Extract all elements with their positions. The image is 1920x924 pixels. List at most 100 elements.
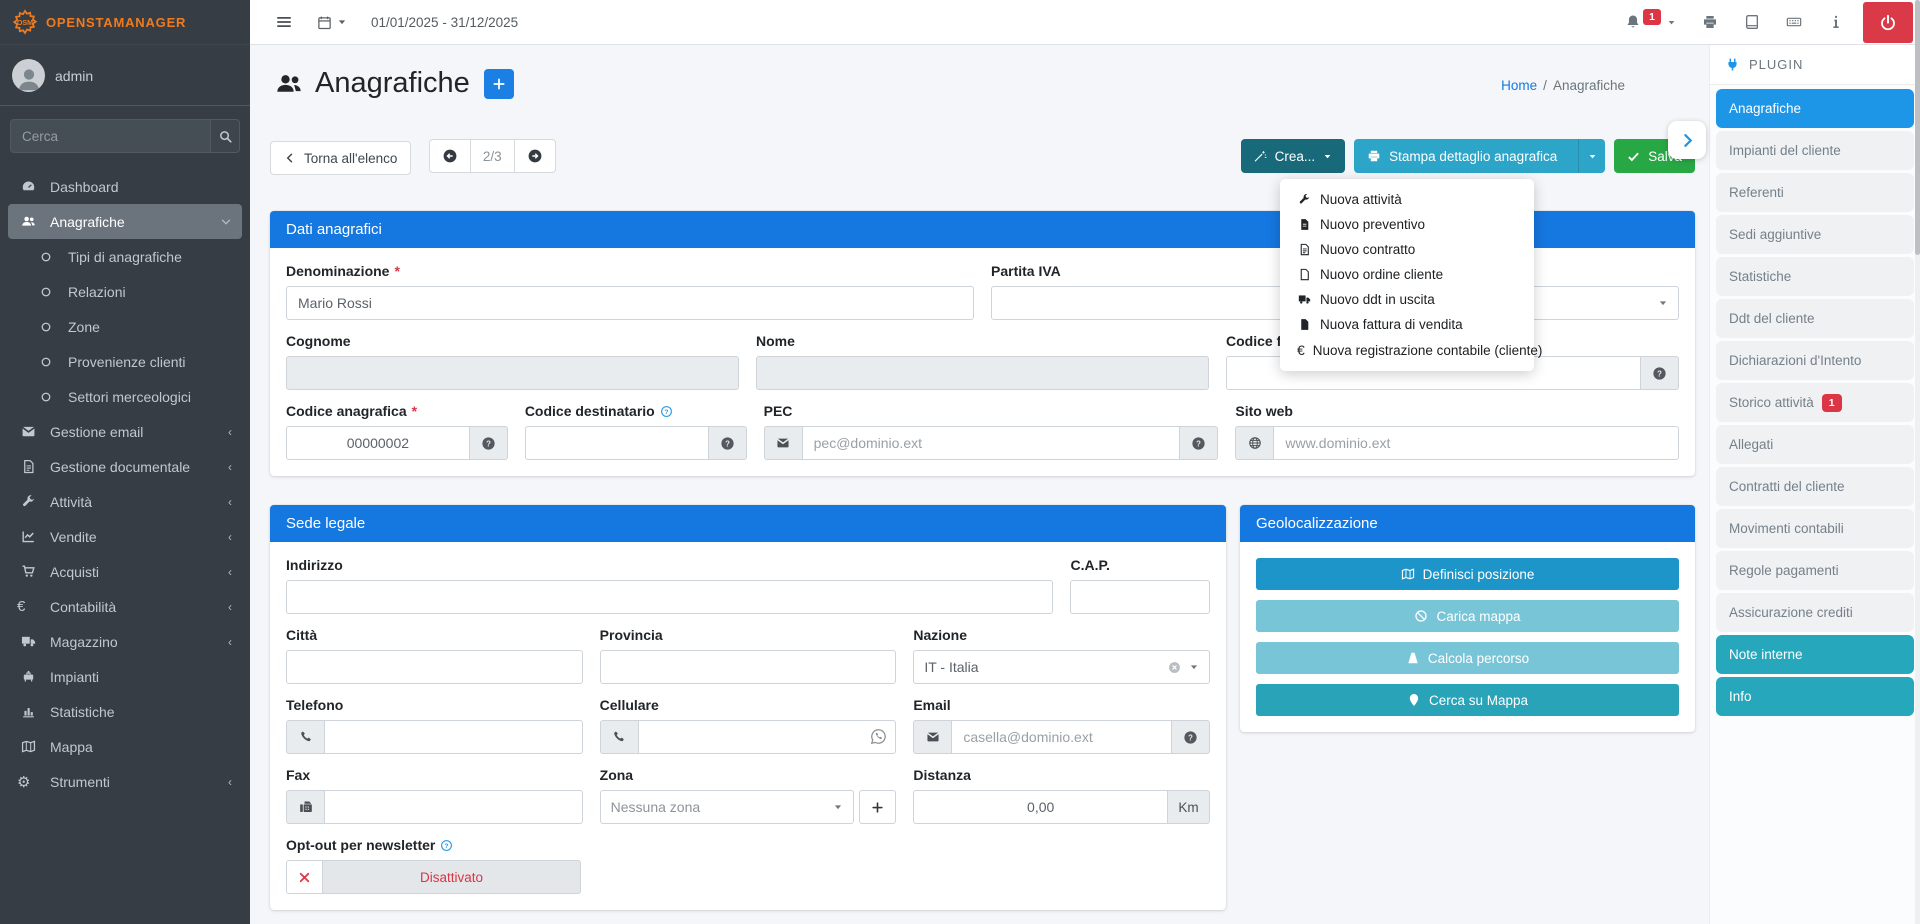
plugin-item-anagrafiche[interactable]: Anagrafiche — [1716, 89, 1914, 128]
date-range[interactable]: 01/01/2025 - 31/12/2025 — [371, 14, 519, 30]
back-to-list-button[interactable]: Torna all'elenco — [270, 141, 412, 175]
user-panel[interactable]: admin — [0, 45, 250, 106]
sidebar-item-gestione-email[interactable]: Gestione email ‹ — [8, 414, 242, 449]
whatsapp-icon[interactable] — [870, 728, 887, 745]
sidebar-item-provenienze-clienti[interactable]: Provenienze clienti — [8, 344, 242, 379]
sidebar-item-anagrafiche[interactable]: Anagrafiche — [8, 204, 242, 239]
sidebar-item-attivita[interactable]: Attività ‹ — [8, 484, 242, 519]
map-icon — [17, 739, 39, 754]
keyboard-shortcuts-icon[interactable] — [1786, 14, 1802, 30]
crea-button-label: Crea... — [1274, 148, 1316, 164]
plugin-item-allegati[interactable]: Allegati — [1716, 425, 1914, 464]
print-detail-caret-button[interactable] — [1578, 139, 1605, 173]
card-header: Sede legale — [270, 505, 1226, 542]
print-icon[interactable] — [1702, 14, 1718, 30]
crea-dropdown-button[interactable]: Crea... — [1240, 139, 1346, 173]
plugin-panel-toggle-button[interactable] — [1668, 121, 1706, 159]
manual-book-icon[interactable] — [1744, 14, 1760, 30]
sidebar-item-zone[interactable]: Zone — [8, 309, 242, 344]
logout-power-button[interactable] — [1863, 2, 1913, 43]
email-field[interactable] — [951, 720, 1172, 754]
search-input[interactable] — [10, 119, 210, 153]
question-info-icon[interactable]: ? — [660, 405, 673, 418]
search-button[interactable] — [210, 119, 240, 153]
hamburger-menu-icon[interactable] — [275, 13, 293, 31]
carica-mappa-button[interactable]: Carica mappa — [1256, 600, 1679, 632]
sidebar-item-statistiche[interactable]: Statistiche — [8, 694, 242, 729]
sidebar-item-strumenti[interactable]: ⚙ Strumenti ‹ — [8, 764, 242, 799]
sidebar-item-contabilita[interactable]: € Contabilità ‹ — [8, 589, 242, 624]
sidebar-item-settori-merceologici[interactable]: Settori merceologici — [8, 379, 242, 414]
plugin-item-contratti-del-cliente[interactable]: Contratti del cliente — [1716, 467, 1914, 506]
next-record-button[interactable] — [514, 139, 556, 173]
sidebar-item-gestione-documentale[interactable]: Gestione documentale ‹ — [8, 449, 242, 484]
provincia-field[interactable] — [599, 650, 897, 684]
menu-item-nuova-attivita[interactable]: Nuova attività — [1280, 187, 1534, 212]
breadcrumb-home-link[interactable]: Home — [1501, 78, 1538, 93]
menu-item-nuova-fattura-di-vendita[interactable]: Nuova fattura di vendita — [1280, 312, 1534, 337]
plugin-item-sedi-aggiuntive[interactable]: Sedi aggiuntive — [1716, 215, 1914, 254]
add-zona-button[interactable] — [859, 790, 897, 824]
notifications-dropdown[interactable]: 1 — [1625, 9, 1676, 30]
cellulare-field[interactable] — [637, 720, 897, 754]
brand-name: OpenSTAManager — [46, 14, 187, 30]
help-addon[interactable]: ? — [1641, 356, 1679, 390]
codice-destinatario-field[interactable] — [524, 426, 709, 460]
plugin-item-ddt-del-cliente[interactable]: Ddt del cliente — [1716, 299, 1914, 338]
pec-field[interactable] — [801, 426, 1181, 460]
fax-field[interactable] — [324, 790, 583, 824]
help-addon[interactable]: ? — [708, 426, 747, 460]
brand[interactable]: OSM OpenSTAManager — [0, 0, 250, 45]
plugin-item-referenti[interactable]: Referenti — [1716, 173, 1914, 212]
info-icon[interactable] — [1828, 14, 1844, 30]
question-info-icon[interactable]: ? — [440, 839, 453, 852]
distanza-field[interactable] — [913, 790, 1168, 824]
print-detail-button[interactable]: Stampa dettaglio anagrafica — [1354, 149, 1570, 164]
plugin-item-impianti-del-cliente[interactable]: Impianti del cliente — [1716, 131, 1914, 170]
help-addon[interactable]: ? — [1171, 720, 1210, 754]
indirizzo-field[interactable] — [286, 580, 1054, 614]
menu-item-nuovo-contratto[interactable]: Nuovo contratto — [1280, 237, 1534, 262]
plugin-item-assicurazione-crediti[interactable]: Assicurazione crediti — [1716, 593, 1914, 632]
sidebar-item-tipi-di-anagrafiche[interactable]: Tipi di anagrafiche — [8, 239, 242, 274]
plugin-item-info[interactable]: Info — [1716, 677, 1914, 716]
zona-select[interactable]: Nessuna zona — [599, 790, 855, 824]
plugin-item-storico-attivita[interactable]: Storico attività 1 — [1716, 383, 1914, 422]
plugin-item-note-interne[interactable]: Note interne — [1716, 635, 1914, 674]
sidebar-item-impianti[interactable]: Impianti — [8, 659, 242, 694]
page-scrollbar[interactable] — [1915, 0, 1920, 924]
codice-anagrafica-field[interactable] — [286, 426, 470, 460]
menu-item-nuovo-ddt-in-uscita[interactable]: Nuovo ddt in uscita — [1280, 287, 1534, 312]
telefono-field[interactable] — [324, 720, 583, 754]
plugin-item-regole-pagamenti[interactable]: Regole pagamenti — [1716, 551, 1914, 590]
clear-selection-icon[interactable] — [1168, 661, 1181, 674]
cap-field[interactable] — [1070, 580, 1210, 614]
sidebar-item-acquisti[interactable]: Acquisti ‹ — [8, 554, 242, 589]
menu-item-nuovo-preventivo[interactable]: Nuovo preventivo — [1280, 212, 1534, 237]
sito-web-field[interactable] — [1273, 426, 1679, 460]
cerca-su-mappa-button[interactable]: Cerca su Mappa — [1256, 684, 1679, 716]
menu-item-nuovo-ordine-cliente[interactable]: Nuovo ordine cliente — [1280, 262, 1534, 287]
sidebar-item-vendite[interactable]: Vendite ‹ — [8, 519, 242, 554]
sidebar-item-dashboard[interactable]: Dashboard — [8, 169, 242, 204]
sidebar-item-magazzino[interactable]: Magazzino ‹ — [8, 624, 242, 659]
add-record-button[interactable] — [483, 68, 514, 99]
plugin-item-movimenti-contabili[interactable]: Movimenti contabili — [1716, 509, 1914, 548]
sidebar-item-label: Gestione documentale — [50, 458, 191, 475]
prev-record-button[interactable] — [428, 139, 471, 173]
calendar-dropdown[interactable] — [317, 15, 347, 30]
menu-item-nuova-registrazione-contabile[interactable]: € Nuova registrazione contabile (cliente… — [1280, 337, 1542, 363]
denominazione-field[interactable] — [286, 286, 974, 320]
definisci-posizione-button[interactable]: Definisci posizione — [1256, 558, 1679, 590]
calcola-percorso-button[interactable]: Calcola percorso — [1256, 642, 1679, 674]
nazione-select[interactable]: IT - Italia — [913, 650, 1210, 684]
optout-toggle[interactable]: Disattivato — [286, 860, 581, 894]
help-addon[interactable]: ? — [469, 426, 508, 460]
plugin-item-statistiche[interactable]: Statistiche — [1716, 257, 1914, 296]
sidebar-item-relazioni[interactable]: Relazioni — [8, 274, 242, 309]
plugin-item-dichiarazioni-dintento[interactable]: Dichiarazioni d'Intento — [1716, 341, 1914, 380]
help-addon[interactable]: ? — [1180, 426, 1219, 460]
scrollbar-thumb[interactable] — [1915, 0, 1920, 255]
sidebar-item-mappa[interactable]: Mappa — [8, 729, 242, 764]
citta-field[interactable] — [286, 650, 583, 684]
